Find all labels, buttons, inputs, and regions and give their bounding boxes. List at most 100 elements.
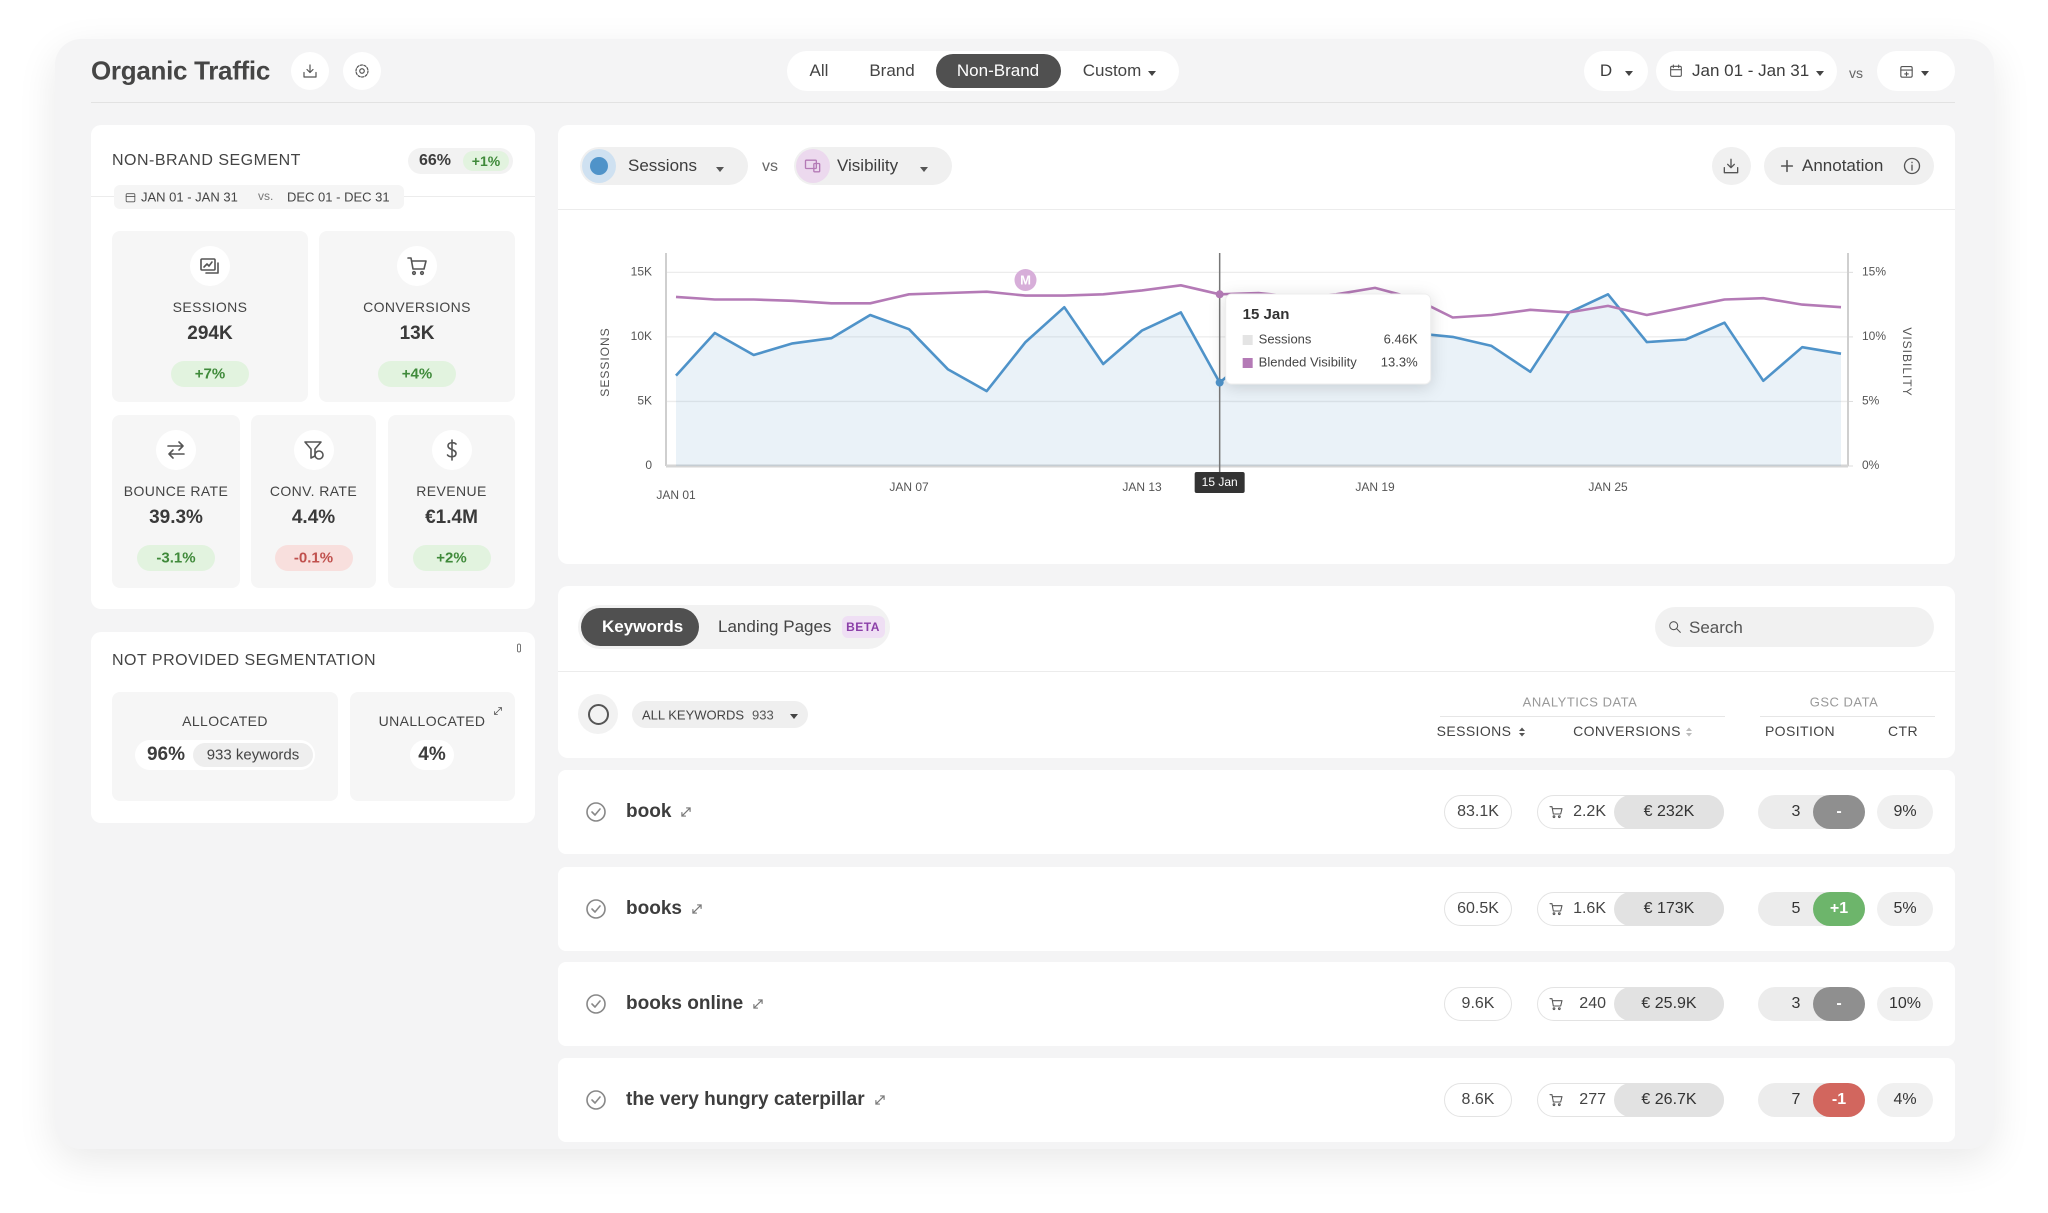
sort-icon [1516, 725, 1528, 737]
icon-path [1549, 806, 1563, 815]
icon-circle [586, 802, 606, 822]
expand-icon [873, 1093, 887, 1107]
compare-date-button[interactable] [1877, 51, 1955, 91]
icon-svg [586, 994, 606, 1014]
position-value: 3 [1791, 995, 1801, 1012]
metric-icon-dot [590, 157, 608, 175]
conversions-value: 240 [1579, 995, 1606, 1012]
icon-path [1686, 727, 1692, 737]
annotation-label: Annotation [1802, 156, 1884, 175]
sort-icon [1683, 725, 1695, 737]
visibility-icon [803, 156, 823, 176]
check-icon [584, 1088, 608, 1112]
column-header: CONVERSIONS [1573, 723, 1681, 739]
icon-svg [586, 802, 606, 822]
revenue-value: € 26.7K [1641, 1091, 1697, 1108]
icon-svg [1549, 903, 1563, 916]
icon-path [920, 167, 928, 172]
position-change-pill [1813, 795, 1865, 829]
check-icon [584, 897, 608, 921]
keyword-cell: book [626, 801, 693, 823]
icon-button[interactable] [343, 52, 381, 90]
position-value: 7 [1791, 1091, 1801, 1108]
metric-label: Sessions [628, 156, 697, 175]
segment-tab[interactable]: All [809, 61, 829, 80]
revenue-pill [1614, 987, 1724, 1021]
icon-svg [692, 904, 702, 914]
search-box[interactable] [1655, 607, 1934, 647]
allocated-detail: 933 keywords [206, 746, 300, 764]
keyword-label[interactable]: the very hungry caterpillar [626, 1089, 865, 1110]
icon-svg [1780, 159, 1794, 173]
kpi-icon [164, 438, 188, 462]
icon-svg [1148, 71, 1156, 76]
kpi-value: 4.4% [291, 507, 336, 528]
active-keyword-tab [581, 608, 699, 646]
cart-icon [1548, 804, 1564, 820]
segment-title: NON-BRAND SEGMENT [112, 152, 301, 169]
revenue-pill [1614, 795, 1724, 829]
filter-pill[interactable] [632, 701, 808, 728]
caret-icon [1919, 66, 1931, 78]
icon-svg [681, 807, 692, 817]
granularity-button[interactable] [1584, 51, 1648, 91]
icon-svg [1519, 727, 1525, 737]
segment-compare-label: vs. [258, 189, 274, 203]
icon-svg [586, 899, 606, 919]
conversions-value: 1.6K [1573, 900, 1606, 917]
icon-path [874, 1095, 885, 1105]
keyword-label[interactable]: book [626, 801, 672, 822]
icon-circle [359, 68, 365, 74]
keyword-row[interactable] [558, 770, 1955, 854]
page-title: Organic Traffic [91, 55, 270, 86]
icon-path [692, 904, 702, 914]
sessions-pill [1444, 987, 1512, 1021]
keyword-row[interactable] [558, 867, 1955, 951]
icon-svg [355, 64, 369, 78]
icon-circle [1557, 815, 1561, 819]
search-placeholder: Search [1689, 618, 1743, 637]
icon-svg [1921, 71, 1929, 76]
sessions-value: 9.6K [1461, 995, 1495, 1012]
cart-icon [1548, 901, 1564, 917]
keyword-label[interactable]: books online [626, 993, 744, 1014]
position-change: +1 [1829, 900, 1849, 917]
download-icon [1721, 156, 1741, 176]
date-range-button[interactable] [1656, 51, 1837, 91]
icon-path [1519, 727, 1525, 737]
kpi-label: CONV. RATE [269, 483, 358, 499]
segment-tab-active[interactable]: Non-Brand [956, 61, 1040, 80]
keyword-row[interactable] [558, 962, 1955, 1046]
kpi-icon-circle [156, 430, 196, 470]
column-header: POSITION [1764, 723, 1836, 739]
chart-divider [558, 209, 1955, 210]
info-icon [1902, 156, 1922, 176]
settings-icon [353, 62, 371, 80]
segment-tab[interactable]: Custom [1082, 61, 1142, 80]
kpi-value: 13K [399, 323, 435, 344]
icon-path [1148, 71, 1156, 76]
icon-path [494, 707, 502, 715]
column-header: CTR [1888, 723, 1918, 739]
caret-icon [788, 709, 800, 721]
icon-svg [790, 714, 798, 719]
icon-path [591, 1096, 601, 1104]
segment-tab[interactable]: Brand [869, 61, 915, 80]
group-header: ANALYTICS DATA [1522, 694, 1638, 710]
keyword-tab-active[interactable]: Keywords [602, 617, 684, 636]
icon-svg [874, 1095, 885, 1105]
keyword-tab[interactable]: Landing Pages [718, 617, 832, 636]
icon-svg [1669, 621, 1681, 633]
kpi-change-badge [137, 545, 215, 571]
icon-path [203, 261, 213, 268]
beta-badge: BETA [846, 620, 880, 634]
icon-circle [1557, 1007, 1561, 1011]
keyword-label[interactable]: books [626, 898, 682, 919]
date-range-label: Jan 01 - Jan 31 [1692, 61, 1810, 80]
kpi-label: REVENUE [416, 483, 487, 499]
icon-circle [1557, 1103, 1561, 1107]
icon-path [1676, 628, 1681, 633]
keywords-divider [558, 671, 1955, 672]
not-provided-title: NOT PROVIDED SEGMENTATION [112, 652, 377, 669]
